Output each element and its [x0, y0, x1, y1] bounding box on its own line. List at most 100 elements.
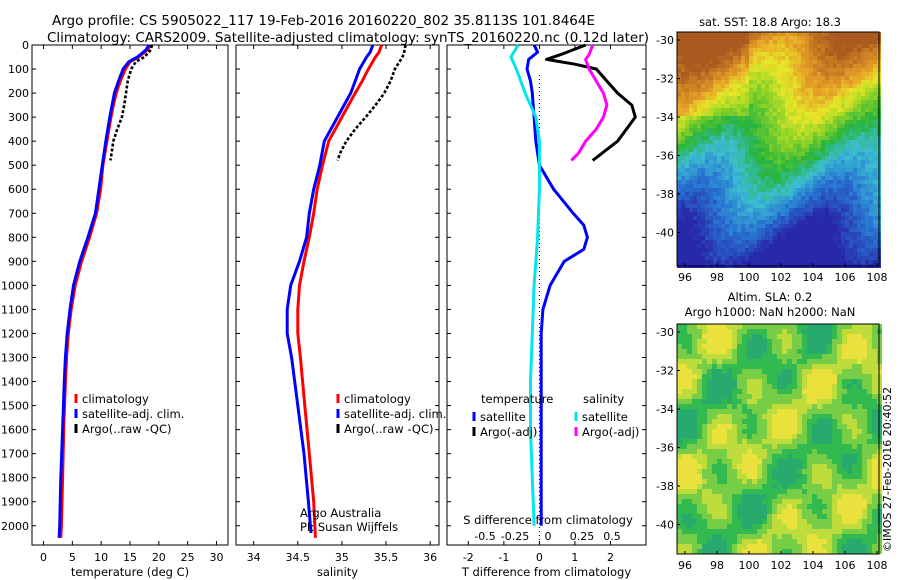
sst-cell — [797, 116, 801, 120]
sla-cell — [712, 509, 717, 514]
sst-cell — [701, 252, 705, 256]
sst-cell — [801, 44, 805, 48]
sst-cell — [841, 44, 845, 48]
sst-cell — [781, 216, 785, 220]
sla-cell — [862, 434, 867, 439]
sla-cell — [792, 494, 797, 499]
sla-cell — [812, 454, 817, 459]
sla-cell — [797, 389, 802, 394]
sla-cell — [717, 369, 722, 374]
sst-cell — [821, 72, 825, 76]
sst-cell — [777, 212, 781, 216]
sst-cell — [765, 164, 769, 168]
sst-cell — [697, 156, 701, 160]
sla-cell — [697, 529, 702, 534]
sst-cell — [773, 188, 777, 192]
sla-cell — [787, 379, 792, 384]
sst-cell — [845, 52, 849, 56]
sst-cell — [853, 96, 857, 100]
sst-cell — [797, 252, 801, 256]
sst-cell — [689, 204, 693, 208]
sla-cell — [752, 409, 757, 414]
sst-cell — [681, 244, 685, 248]
sst-cell — [761, 260, 765, 264]
sst-cell — [805, 204, 809, 208]
sst-cell — [781, 248, 785, 252]
sst-cell — [793, 40, 797, 44]
sst-cell — [813, 112, 817, 116]
sla-cell — [777, 519, 782, 524]
sst-cell — [793, 244, 797, 248]
top-x-tick-label: 0.25 — [570, 530, 595, 543]
sst-cell — [697, 44, 701, 48]
sst-cell — [805, 220, 809, 224]
sla-cell — [682, 389, 687, 394]
sla-cell — [707, 524, 712, 529]
sst-cell — [793, 100, 797, 104]
sst-cell — [745, 128, 749, 132]
sst-cell — [741, 212, 745, 216]
sla-cell — [812, 399, 817, 404]
sst-cell — [873, 100, 877, 104]
sla-cell — [857, 509, 862, 514]
sst-cell — [753, 48, 757, 52]
sla-cell — [727, 484, 732, 489]
sst-cell — [769, 152, 773, 156]
sst-cell — [873, 84, 877, 88]
sst-cell — [837, 220, 841, 224]
sst-cell — [765, 176, 769, 180]
sst-cell — [797, 200, 801, 204]
sst-cell — [793, 92, 797, 96]
sst-cell — [809, 228, 813, 232]
sst-cell — [705, 144, 709, 148]
sst-cell — [817, 152, 821, 156]
sst-cell — [689, 220, 693, 224]
sst-cell — [765, 196, 769, 200]
sst-cell — [725, 204, 729, 208]
sla-cell — [687, 459, 692, 464]
sst-cell — [809, 176, 813, 180]
sst-cell — [853, 140, 857, 144]
sst-cell — [689, 104, 693, 108]
sst-cell — [869, 188, 873, 192]
sst-cell — [729, 96, 733, 100]
sst-cell — [805, 76, 809, 80]
sst-cell — [781, 112, 785, 116]
sst-cell — [741, 52, 745, 56]
sst-cell — [805, 108, 809, 112]
sst-cell — [809, 208, 813, 212]
sst-cell — [785, 196, 789, 200]
sst-cell — [737, 192, 741, 196]
sst-cell — [721, 68, 725, 72]
sla-cell — [817, 524, 822, 529]
sla-cell — [747, 504, 752, 509]
sst-cell — [805, 88, 809, 92]
sst-cell — [805, 208, 809, 212]
sla-cell — [857, 379, 862, 384]
sst-cell — [697, 92, 701, 96]
sla-cell — [722, 474, 727, 479]
sla-cell — [712, 529, 717, 534]
sst-cell — [713, 208, 717, 212]
sla-cell — [737, 459, 742, 464]
sla-cell — [702, 494, 707, 499]
sst-cell — [693, 52, 697, 56]
sst-cell — [821, 124, 825, 128]
sla-cell — [687, 504, 692, 509]
sst-cell — [749, 176, 753, 180]
sla-cell — [827, 409, 832, 414]
sla-cell — [737, 449, 742, 454]
sst-cell — [733, 80, 737, 84]
sla-cell — [727, 429, 732, 434]
sst-cell — [721, 80, 725, 84]
sla-cell — [777, 509, 782, 514]
sla-cell — [757, 514, 762, 519]
sla-cell — [782, 344, 787, 349]
sst-cell — [769, 220, 773, 224]
sla-cell — [817, 399, 822, 404]
sst-cell — [781, 56, 785, 60]
sst-cell — [813, 108, 817, 112]
sst-cell — [729, 40, 733, 44]
sst-cell — [809, 252, 813, 256]
sst-cell — [809, 244, 813, 248]
